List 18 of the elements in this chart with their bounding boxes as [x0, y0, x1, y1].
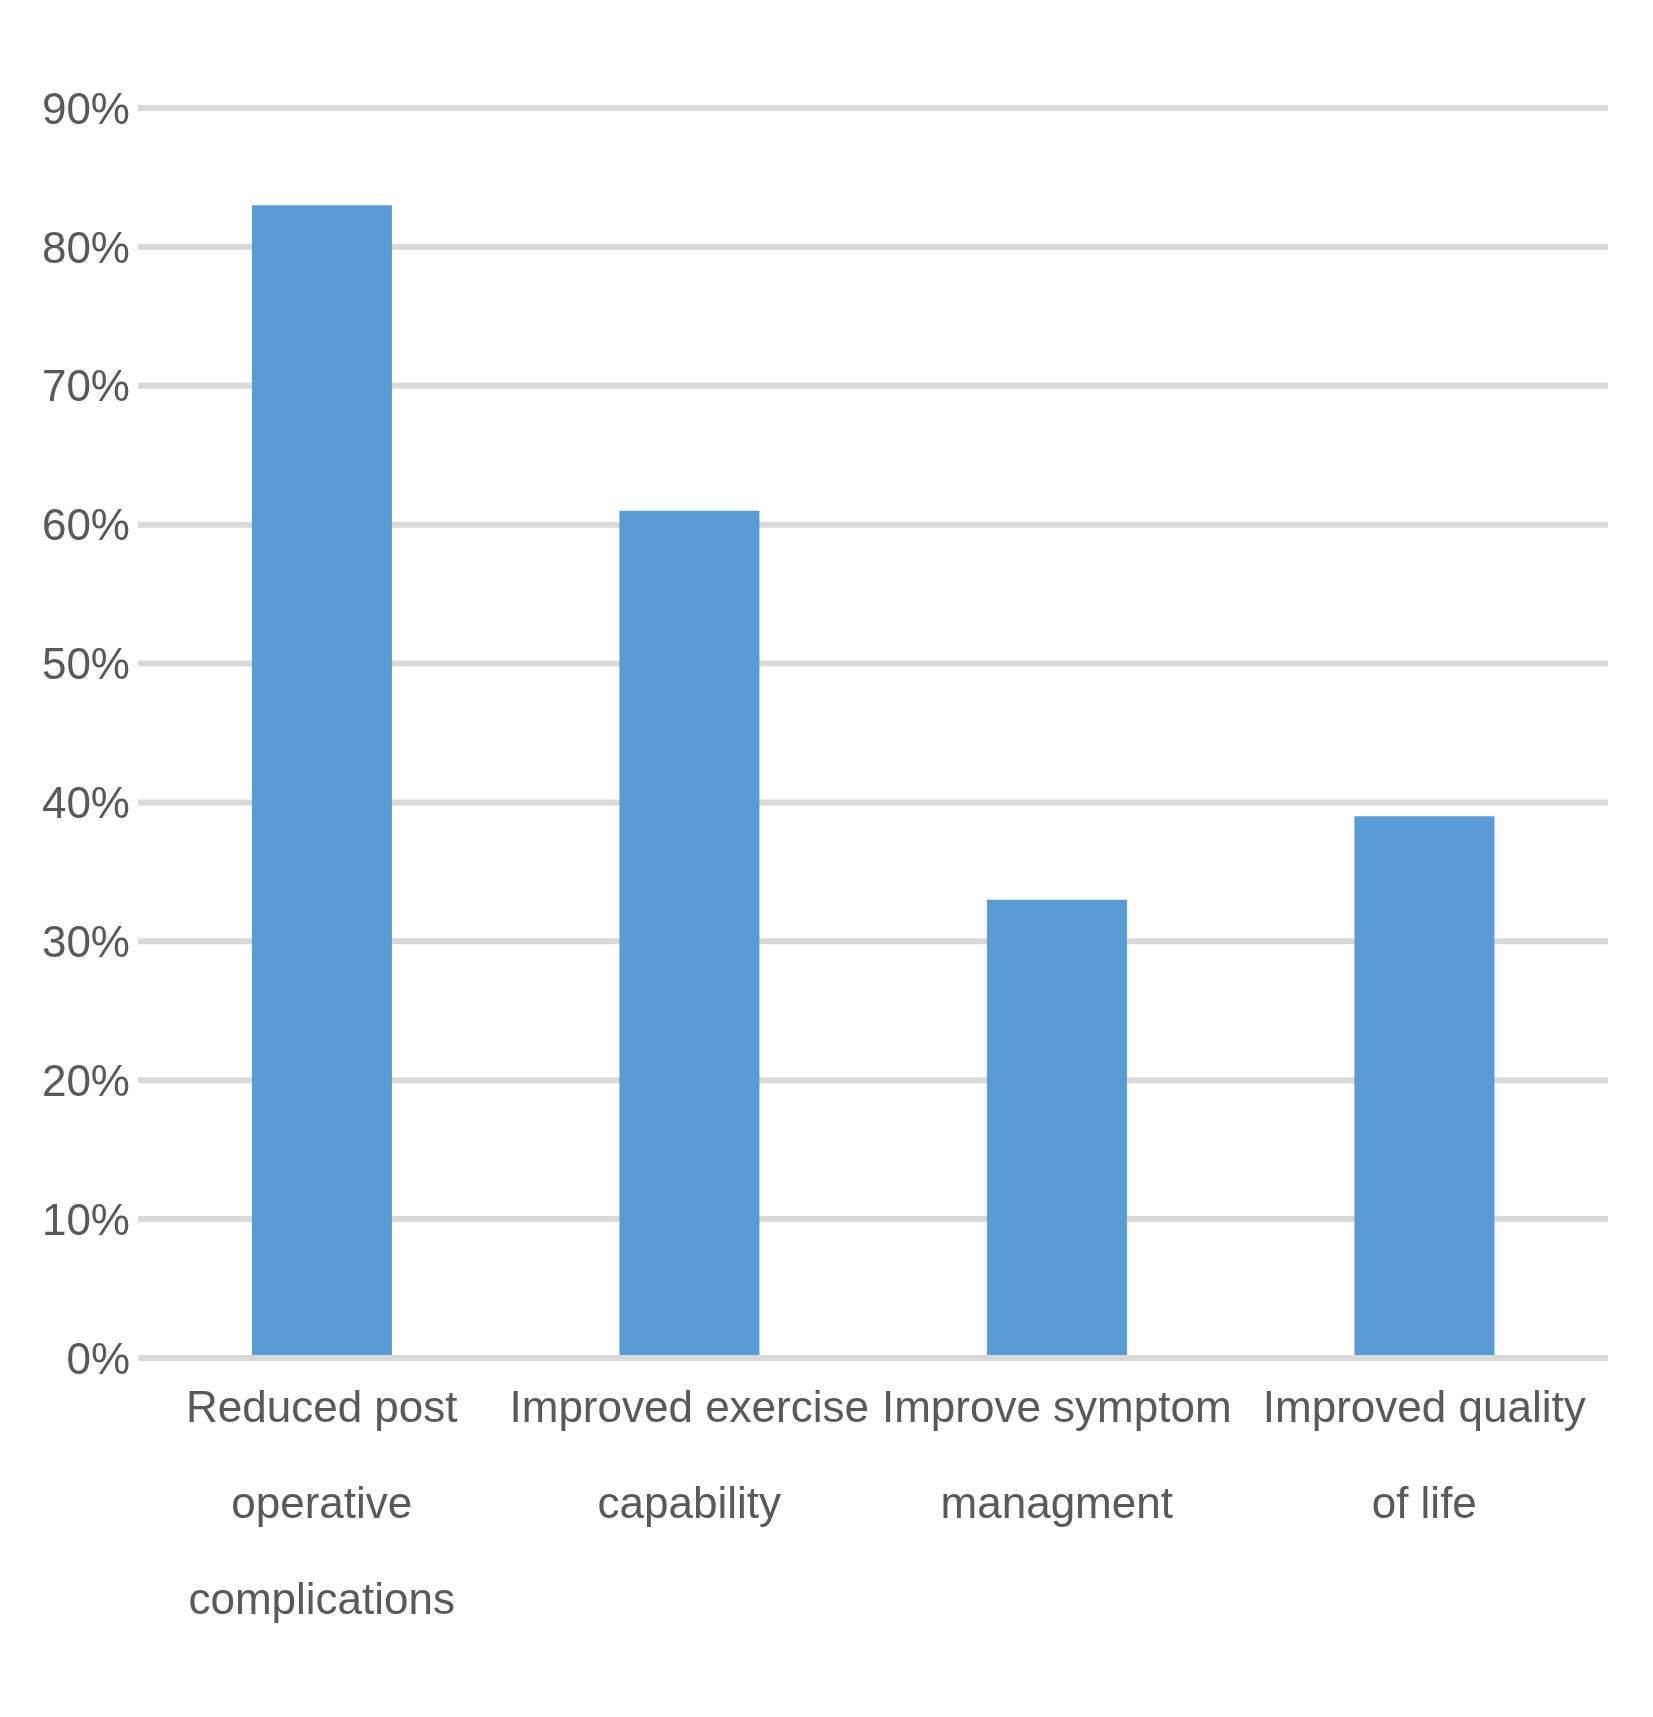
y-tick-label: 50%: [41, 639, 130, 689]
x-tick-label: Improve symptom managment: [881, 1382, 1232, 1527]
x-tick-label: Reduced post operative complications: [185, 1382, 458, 1623]
bar: [619, 510, 760, 1358]
x-tick-label: Improved quality of life: [1262, 1382, 1586, 1527]
bar: [1354, 816, 1495, 1358]
y-tick-label: 80%: [41, 222, 130, 272]
y-tick-label: 70%: [41, 361, 130, 411]
y-tick-label: 0%: [66, 1333, 130, 1383]
y-tick-label: 30%: [41, 916, 130, 966]
y-tick-label: 60%: [41, 500, 130, 550]
bar: [251, 205, 392, 1358]
bar: [986, 899, 1127, 1358]
y-tick-label: 20%: [41, 1055, 130, 1105]
x-tick-label: Improved exercise capability: [509, 1382, 869, 1527]
y-tick-label: 90%: [41, 83, 130, 133]
y-tick-label: 10%: [41, 1194, 130, 1244]
y-tick-label: 40%: [41, 778, 130, 828]
